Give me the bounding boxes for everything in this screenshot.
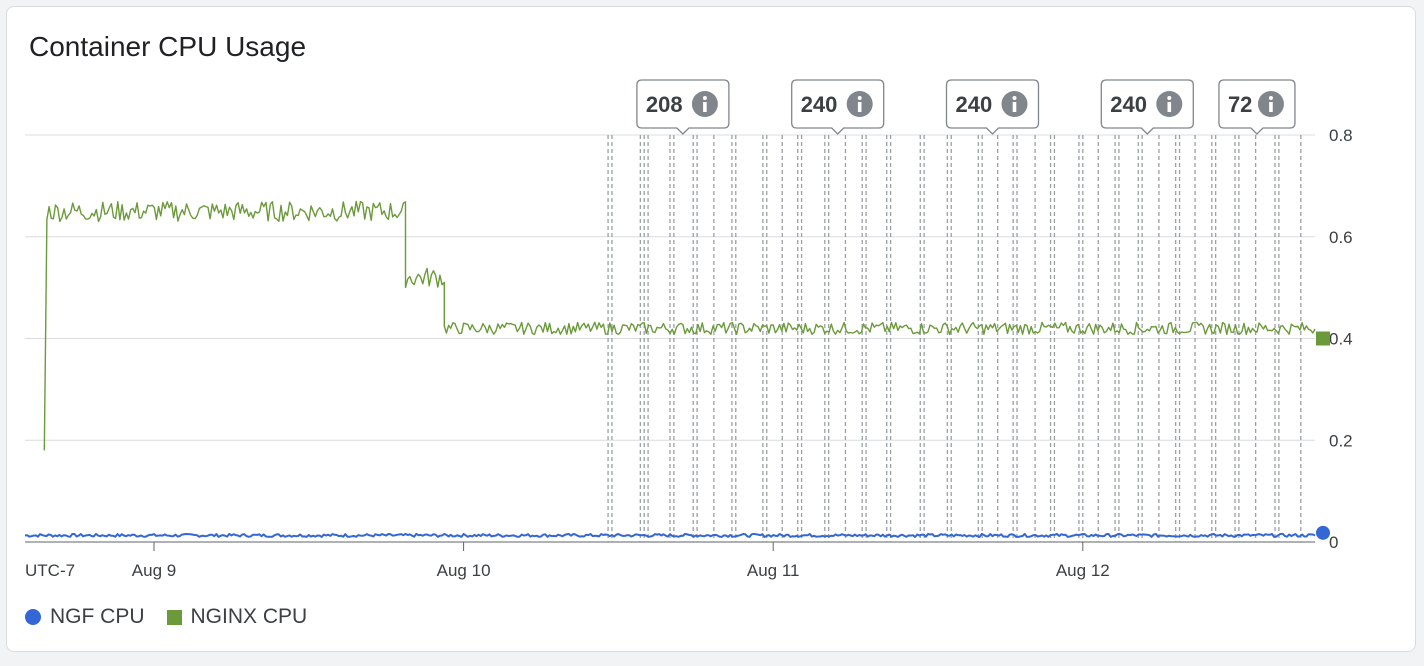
legend-item-nginx-cpu[interactable]: NGINX CPU — [166, 605, 308, 629]
event-markers — [607, 135, 1302, 542]
y-tick-label: 0.6 — [1329, 228, 1353, 247]
event-badge[interactable]: 240 — [1100, 79, 1194, 135]
legend-square-icon — [166, 609, 182, 625]
chart-card: Container CPU Usage 0 0.2 0.4 0.6 0.8 UTC-7 Au… — [6, 6, 1416, 652]
info-icon-dot — [702, 96, 707, 100]
y-tick-label: 0.4 — [1329, 330, 1353, 349]
event-badge[interactable]: 240 — [945, 79, 1040, 135]
event-badge-count: 208 — [646, 92, 683, 117]
event-badge-count: 72 — [1228, 92, 1252, 117]
chart-title: Container CPU Usage — [29, 31, 307, 62]
y-tick-label: 0.2 — [1329, 431, 1353, 450]
event-badge[interactable]: 208 — [636, 79, 730, 135]
x-tick-label: Aug 10 — [437, 561, 491, 580]
ngf-cpu-end-marker — [1316, 525, 1330, 540]
x-tick-label: Aug 12 — [1056, 561, 1110, 580]
x-tick-label: Aug 11 — [747, 561, 800, 580]
x-tick-label: Aug 9 — [132, 561, 176, 580]
event-badge-count: 240 — [801, 92, 838, 117]
y-tick-label: 0.8 — [1329, 126, 1353, 145]
info-icon-bar — [703, 102, 707, 112]
info-icon-bar — [1167, 102, 1172, 112]
info-icon-bar — [1269, 102, 1273, 112]
info-icon-bar — [1012, 102, 1017, 112]
event-badge-count: 240 — [956, 92, 993, 117]
cpu-usage-chart[interactable]: 0 0.2 0.4 0.6 0.8 UTC-7 Aug 9 Aug 10 Aug 11 Aug 1… — [7, 7, 1415, 651]
info-icon-dot — [1167, 96, 1172, 100]
info-icon-dot — [1268, 96, 1273, 100]
event-badge[interactable]: 240 — [791, 79, 885, 135]
timezone-label: UTC-7 — [25, 561, 75, 580]
event-badge-count: 240 — [1110, 92, 1147, 117]
series-line-ngf-cpu — [24, 532, 1316, 538]
chart-legend: NGF CPU NGINX CPU — [25, 605, 307, 629]
legend-label-ngf-cpu: NGF CPU — [50, 605, 145, 628]
info-icon-bar — [857, 102, 862, 112]
series-line-nginx-cpu — [43, 200, 1316, 451]
legend-item-ngf-cpu[interactable]: NGF CPU — [25, 605, 145, 629]
event-badge[interactable]: 72 — [1218, 79, 1296, 135]
legend-circle-icon — [25, 609, 41, 625]
info-icon-dot — [857, 96, 862, 100]
y-tick-label: 0 — [1329, 533, 1338, 552]
info-icon-dot — [1012, 96, 1017, 100]
legend-label-nginx-cpu: NGINX CPU — [190, 605, 308, 628]
nginx-cpu-end-marker — [1316, 331, 1330, 346]
